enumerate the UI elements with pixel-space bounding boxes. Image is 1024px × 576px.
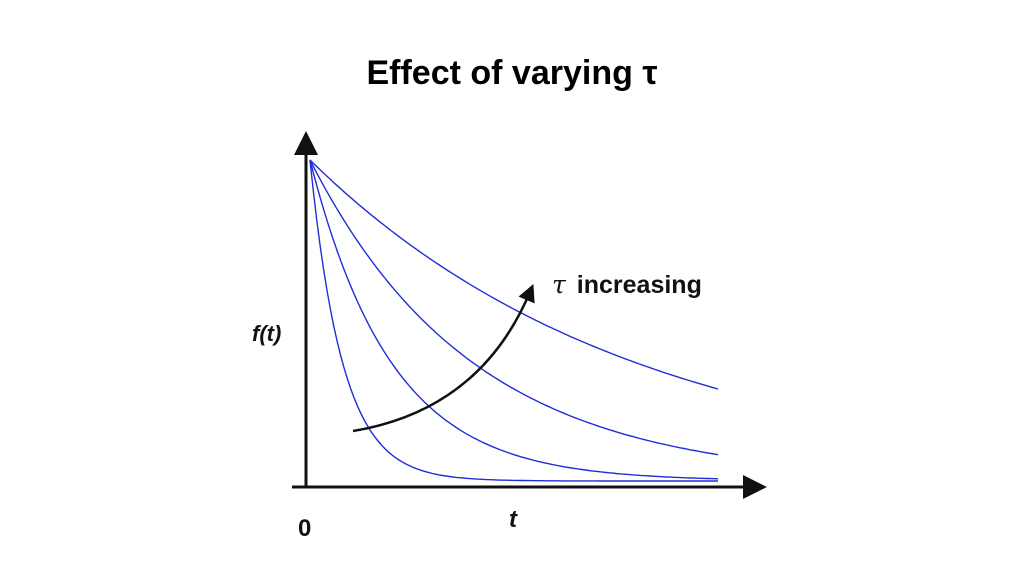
decay-curve-2 xyxy=(309,159,719,480)
series-layer xyxy=(309,159,719,482)
slide-title: Effect of varying τ xyxy=(366,54,658,92)
decay-curve-4 xyxy=(309,159,719,390)
x-tick-label-0: 0 xyxy=(298,515,311,542)
x-axis-label: t xyxy=(509,506,518,533)
decay-curve-1 xyxy=(309,159,718,482)
tau-increasing-annotation: τ increasing xyxy=(552,270,702,299)
tau-symbol: τ xyxy=(552,270,567,299)
y-axis-label: f(t) xyxy=(252,321,281,346)
tau-increasing-arrow xyxy=(352,283,535,433)
decay-curve-3 xyxy=(309,159,719,456)
increasing-label: increasing xyxy=(577,271,702,299)
